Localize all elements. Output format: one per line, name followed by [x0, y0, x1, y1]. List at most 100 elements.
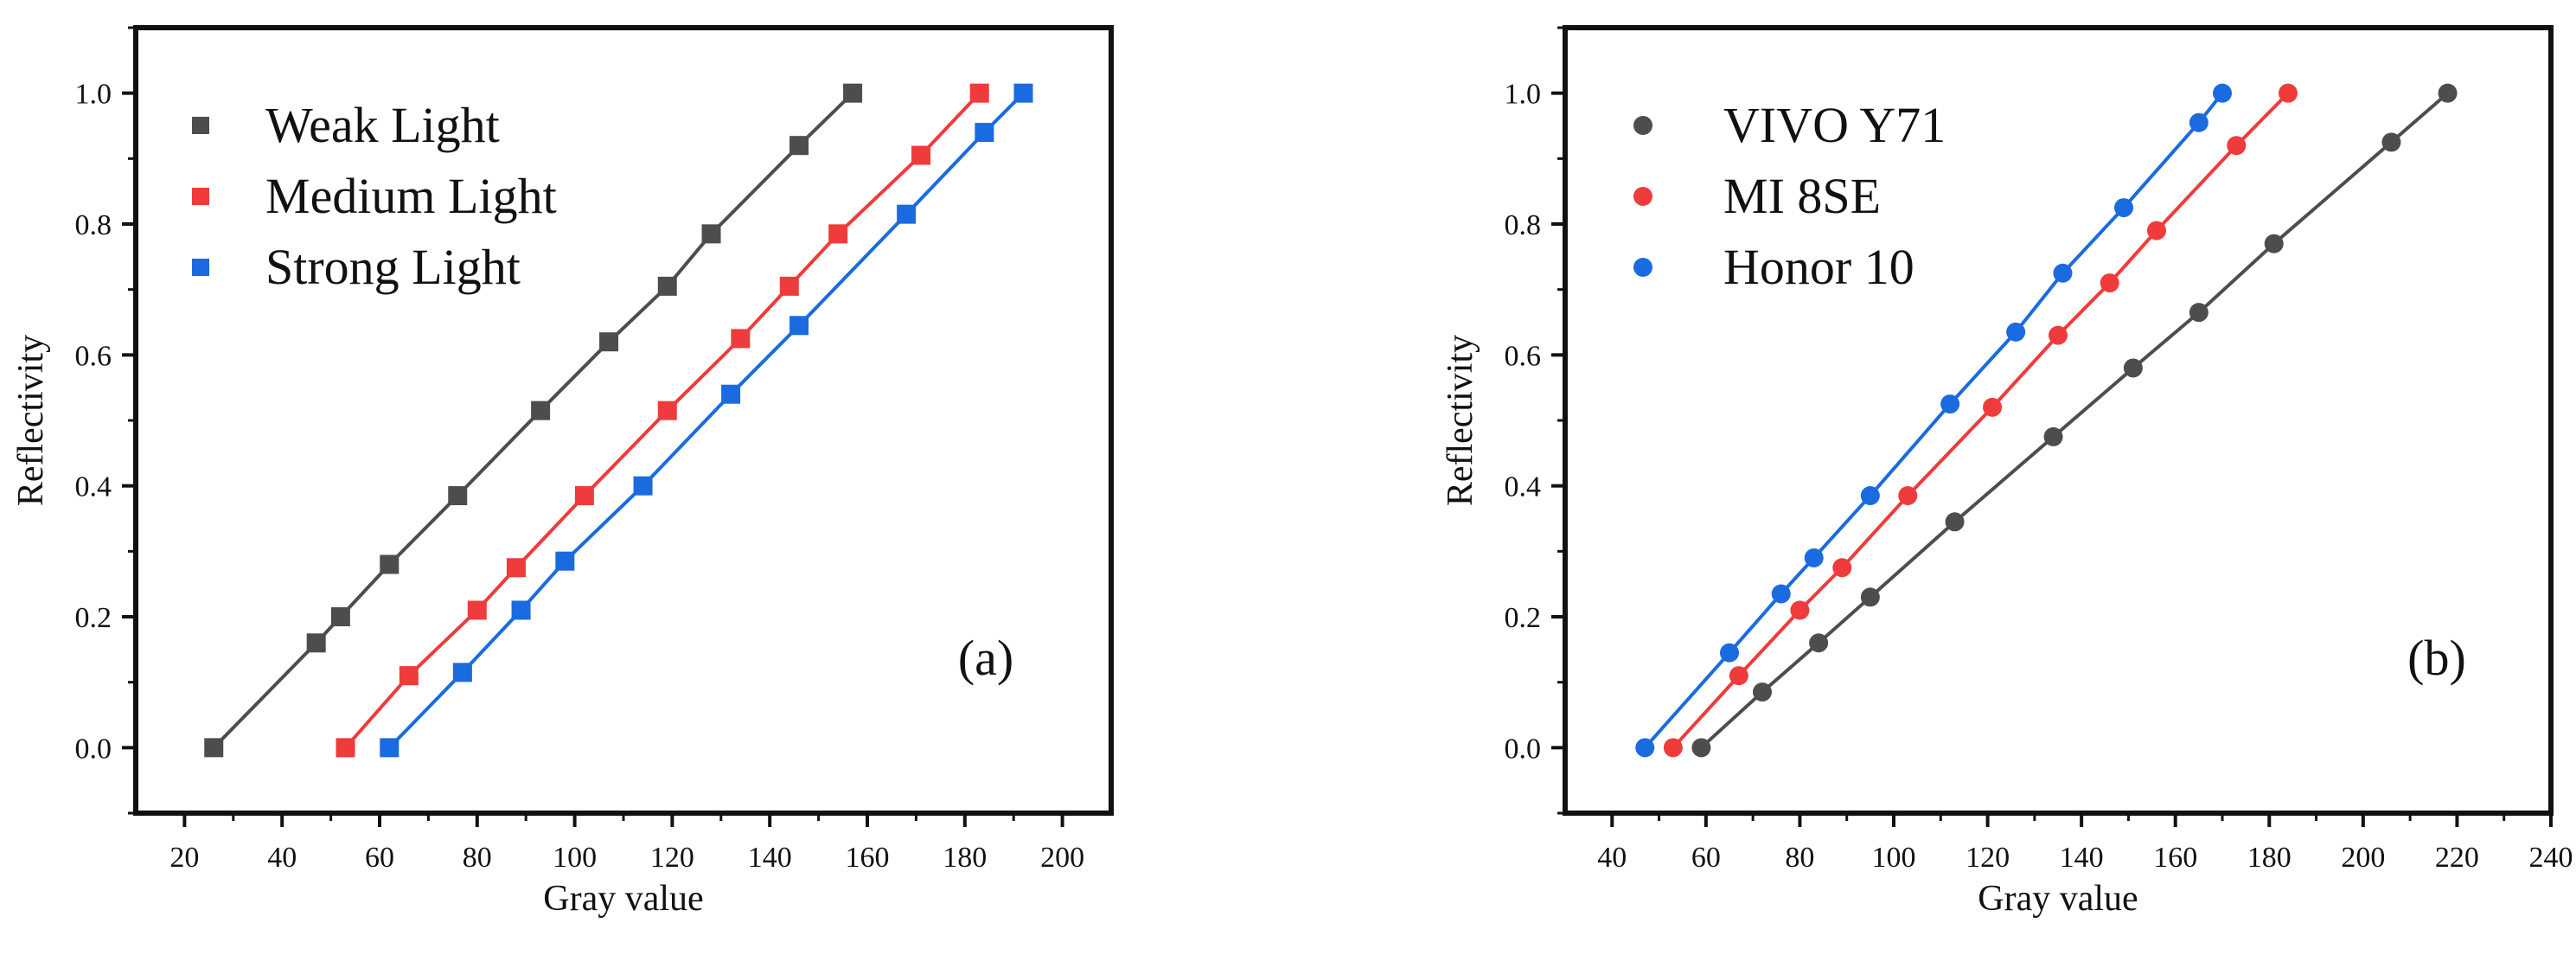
legend-label: Honor 10	[1723, 239, 1914, 295]
data-point	[1804, 548, 1824, 567]
x-tick-label: 200	[1040, 842, 1084, 874]
data-point	[1729, 666, 1748, 686]
x-tick-label: 100	[1872, 842, 1916, 874]
panel-label: (a)	[958, 630, 1013, 686]
data-point	[1663, 738, 1683, 758]
x-tick-label: 80	[463, 842, 492, 874]
data-point	[574, 486, 594, 506]
data-point	[1940, 394, 1960, 414]
data-point	[1860, 486, 1880, 506]
x-tick-label: 120	[1966, 842, 2010, 874]
data-point	[1635, 738, 1655, 758]
data-point	[306, 633, 326, 653]
x-tick-label: 20	[169, 842, 199, 874]
y-axis-title: Reflectivity	[11, 335, 51, 506]
x-tick-label: 100	[553, 842, 597, 874]
y-tick-label: 0.4	[75, 471, 112, 503]
y-tick-label: 0.8	[75, 209, 112, 241]
data-point	[2147, 221, 2166, 240]
data-point	[506, 558, 526, 578]
x-tick-label: 180	[2247, 842, 2292, 874]
data-point	[789, 316, 809, 336]
series-line-2	[387, 92, 1025, 749]
legend-marker	[1633, 187, 1652, 206]
panel-b: 40 60 80 100 120 140 160 180 200 220 240 0.0 0.2 0.4 0…	[1441, 25, 2573, 919]
data-point	[779, 276, 799, 296]
y-tick-label: 0.8	[1505, 209, 1542, 241]
data-point	[399, 666, 419, 686]
data-point	[2381, 132, 2401, 152]
data-point	[330, 607, 350, 626]
plot-frame	[1563, 25, 2554, 816]
data-point	[2006, 322, 2026, 342]
data-point	[1945, 512, 1965, 532]
x-tick-label: 60	[365, 842, 394, 874]
data-point	[2189, 303, 2208, 323]
x-tick-label: 140	[2060, 842, 2104, 874]
y-tick-label: 0.4	[1505, 471, 1542, 503]
data-point	[1809, 633, 1829, 653]
data-point	[2049, 325, 2068, 345]
data-point	[657, 276, 677, 296]
data-point	[1013, 83, 1033, 103]
x-tick-label: 140	[748, 842, 792, 874]
legend-label: Strong Light	[265, 239, 521, 295]
data-point	[2114, 198, 2133, 218]
data-point	[336, 738, 355, 758]
data-point	[633, 476, 653, 496]
data-point	[2189, 112, 2208, 132]
data-point	[204, 738, 224, 758]
y-tick-label: 1.0	[1505, 79, 1542, 111]
legend-marker	[192, 188, 209, 205]
data-point	[911, 145, 931, 165]
data-point	[789, 136, 809, 156]
x-tick-label: 220	[2435, 842, 2479, 874]
data-point	[1832, 558, 1852, 578]
x-tick-label: 200	[2341, 842, 2385, 874]
legend-label: Weak Light	[265, 97, 500, 153]
y-axis-title: Reflectivity	[1441, 335, 1480, 506]
legend-marker	[192, 259, 209, 276]
legend-marker	[1633, 116, 1652, 135]
data-point	[467, 600, 487, 620]
data-point	[2227, 136, 2247, 156]
data-point	[2438, 83, 2458, 103]
x-tick-label: 160	[846, 842, 890, 874]
y-tick-label: 1.0	[75, 79, 112, 111]
panel-label: (b)	[2407, 630, 2466, 686]
data-point	[975, 123, 994, 143]
data-point	[1691, 738, 1711, 758]
data-point	[1790, 600, 1810, 620]
y-tick-label: 0.2	[1505, 602, 1542, 634]
data-point	[2123, 358, 2143, 378]
y-tick-label: 0.6	[1505, 340, 1542, 372]
data-point	[701, 224, 721, 244]
y-tick-label: 0.6	[75, 340, 112, 372]
x-tick-label: 40	[1597, 842, 1627, 874]
data-point	[511, 600, 531, 620]
data-point	[1860, 587, 1880, 607]
x-tick-label: 80	[1785, 842, 1814, 874]
data-point	[1753, 683, 1772, 702]
data-point	[1720, 643, 1739, 663]
x-tick-label: 240	[2529, 842, 2573, 874]
data-point	[2213, 83, 2232, 103]
data-point	[2279, 83, 2298, 103]
data-point	[555, 551, 575, 571]
data-point	[2264, 234, 2284, 253]
data-point	[897, 204, 917, 224]
y-tick-label: 0.0	[75, 733, 112, 765]
x-tick-label: 180	[943, 842, 987, 874]
data-point	[969, 83, 989, 103]
data-point	[448, 486, 468, 506]
legend-label: VIVO Y71	[1723, 97, 1946, 153]
data-point	[380, 554, 400, 574]
data-point	[1771, 584, 1791, 604]
data-point	[531, 401, 551, 420]
data-point	[1983, 397, 2002, 417]
x-tick-label: 40	[267, 842, 297, 874]
data-point	[2053, 263, 2073, 283]
panel-a: 20 40 60 80 100 120 140 160 180 200 0.0 0.2 0.4 0.6 0.…	[11, 25, 1114, 919]
x-tick-label: 160	[2153, 842, 2197, 874]
